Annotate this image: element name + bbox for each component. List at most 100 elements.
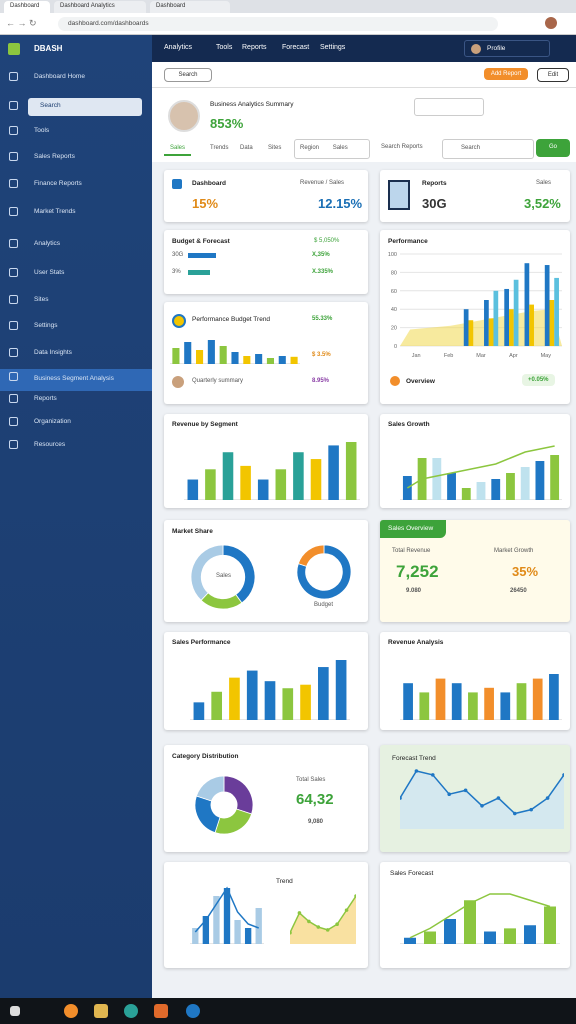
nav-item[interactable]: Tools	[216, 44, 233, 51]
bar	[435, 678, 446, 720]
row-label: 3%	[172, 269, 181, 275]
sidebar-item[interactable]: Sales Reports	[34, 153, 75, 160]
card: Sales Growth	[380, 414, 570, 508]
sidebar-icon	[9, 152, 18, 161]
slice	[297, 544, 325, 567]
card-title: Revenue Analysis	[388, 639, 444, 646]
stat: 7,252	[396, 562, 439, 581]
nav-item[interactable]: Settings	[320, 44, 346, 51]
sidebar-item[interactable]: Market Trends	[34, 208, 76, 215]
bar	[207, 340, 215, 364]
nav-buttons[interactable]: ← → ↻	[6, 18, 37, 28]
sidebar-item[interactable]: Organization	[34, 418, 71, 425]
card-tab[interactable]: Sales Overview	[380, 520, 446, 538]
card-title: Trend	[276, 878, 293, 885]
app-icon[interactable]	[186, 1004, 200, 1018]
profile-label: Profile	[487, 45, 506, 52]
icon	[172, 314, 186, 328]
x-tick-label: Feb	[444, 353, 453, 359]
go-button[interactable]: Go	[536, 139, 570, 157]
tab[interactable]: Data	[240, 145, 253, 151]
area	[290, 896, 356, 944]
search-button[interactable]: Search	[164, 68, 212, 82]
sidebar-item[interactable]: Sites	[34, 296, 49, 303]
card-subtitle: Revenue / Sales	[300, 180, 345, 186]
card-title: Forecast Trend	[392, 755, 436, 762]
top-nav: Analytics Tools Reports Forecast Setting…	[152, 35, 576, 62]
browser-tab[interactable]: Dashboard	[4, 1, 50, 13]
sidebar-icon	[9, 207, 18, 216]
sidebar-item[interactable]: Search	[28, 98, 142, 116]
sidebar-item[interactable]: Analytics	[34, 240, 61, 247]
sidebar-item[interactable]: Resources	[34, 441, 66, 448]
sidebar-item[interactable]: Business Segment Analysis	[0, 369, 152, 391]
chart	[400, 893, 560, 944]
card: Category Distribution Total Sales 64,32 …	[164, 745, 368, 852]
sidebar-icon	[9, 348, 18, 357]
sidebar-item[interactable]: Data Insights	[34, 349, 72, 356]
point	[562, 773, 564, 777]
address-row: ← → ↻ dashboard.com/dashboards	[0, 13, 576, 35]
browser-tab[interactable]: Dashboard	[150, 1, 230, 13]
row-pct: X,35%	[312, 252, 330, 258]
edit-button[interactable]: Edit	[537, 68, 569, 82]
sidebar-icon	[9, 417, 18, 426]
dropdown[interactable]	[414, 98, 484, 116]
stat: 30G	[422, 196, 447, 211]
y-tick-label: 80	[391, 270, 397, 276]
bar	[290, 356, 298, 364]
point	[307, 919, 311, 924]
stat: 3,52%	[524, 196, 561, 211]
bar	[404, 937, 416, 944]
profile-button[interactable]: Profile	[464, 40, 550, 57]
app-icon[interactable]	[64, 1004, 78, 1018]
tab[interactable]: Sites	[268, 145, 282, 151]
bar	[211, 691, 222, 720]
sidebar-item[interactable]: Settings	[34, 322, 58, 329]
point	[529, 807, 533, 812]
bar	[461, 488, 471, 500]
badge: +0.05%	[522, 374, 555, 386]
bar	[468, 320, 474, 346]
start-button[interactable]	[10, 1006, 20, 1016]
sidebar-item[interactable]: Tools	[34, 127, 50, 134]
chart	[190, 660, 350, 720]
y-tick-label: 60	[391, 289, 397, 295]
app-icon[interactable]	[124, 1004, 138, 1018]
add-button[interactable]: Add Report	[484, 68, 528, 80]
sidebar-item[interactable]: User Stats	[34, 269, 65, 276]
bar	[464, 900, 476, 944]
sidebar-item[interactable]: Finance Reports	[34, 180, 82, 187]
nav-item[interactable]: Analytics	[164, 44, 193, 51]
card-subtitle: Sales	[536, 180, 552, 186]
nav-item[interactable]: Reports	[242, 44, 267, 51]
bar	[193, 702, 205, 720]
taskbar	[0, 998, 576, 1024]
url-bar[interactable]: dashboard.com/dashboards	[58, 17, 498, 31]
bar	[506, 473, 515, 500]
bar	[463, 309, 469, 346]
sidebar-item[interactable]: Reports	[34, 395, 57, 402]
bar	[484, 687, 494, 720]
filter-input[interactable]: Search Reports	[381, 144, 423, 150]
toolbar: Search Add Report Edit	[152, 62, 576, 88]
stat: 9,080	[308, 819, 324, 825]
bar	[328, 445, 339, 500]
slice	[223, 775, 254, 815]
app-icon[interactable]	[154, 1004, 168, 1018]
stat: $ 3.5%	[312, 352, 331, 358]
tab[interactable]: Trends	[210, 145, 229, 151]
region-select[interactable]: Region Sales	[294, 139, 370, 159]
search-input[interactable]: Search	[442, 139, 534, 159]
app-icon[interactable]	[94, 1004, 108, 1018]
x-tick-label: May	[541, 353, 552, 359]
browser-tab[interactable]: Dashboard Analytics	[54, 1, 146, 13]
bar	[231, 352, 239, 364]
chart	[190, 886, 264, 944]
sidebar-item[interactable]: Dashboard Home	[34, 73, 85, 80]
avatar	[172, 376, 184, 388]
nav-item[interactable]: Forecast	[282, 44, 310, 51]
account-avatar[interactable]	[545, 17, 557, 29]
tab[interactable]: Sales	[164, 145, 192, 156]
card: Sales Overview Total Revenue 7,252 9.080…	[380, 520, 570, 622]
